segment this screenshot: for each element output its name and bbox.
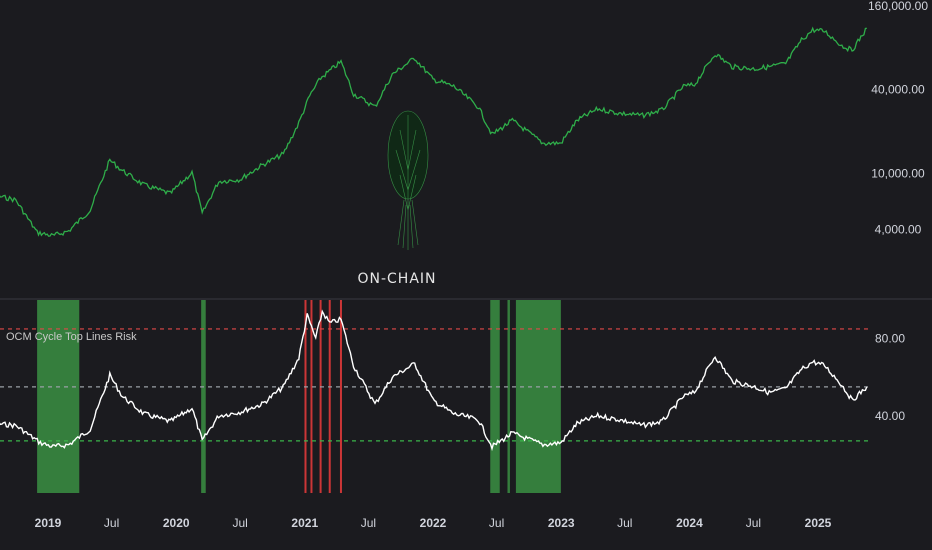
time-axis: 2019 Jul 2020 Jul 2021 Jul 2022 Jul 2023 Jul 2024 J… bbox=[35, 516, 832, 530]
high-risk-mark bbox=[319, 300, 322, 493]
price-tick-label: 160,000.00 bbox=[868, 0, 928, 13]
low-risk-zone bbox=[507, 300, 510, 493]
low-risk-zone bbox=[490, 300, 500, 493]
price-line bbox=[0, 26, 867, 237]
indicator-title: OCM Cycle Top Lines Risk bbox=[6, 331, 137, 343]
high-risk-mark bbox=[310, 300, 313, 493]
risk-axis: 80.00 40.00 bbox=[875, 332, 905, 423]
on-chain-watermark: ON-CHAIN bbox=[357, 110, 436, 287]
risk-tick-label: 80.00 bbox=[875, 332, 905, 346]
time-tick-label: 2023 bbox=[548, 516, 575, 530]
time-tick-label: Jul bbox=[361, 516, 376, 530]
price-series bbox=[0, 26, 867, 237]
high-risk-mark bbox=[304, 300, 307, 493]
risk-threshold-lines bbox=[0, 328, 872, 442]
time-tick-label: Jul bbox=[617, 516, 632, 530]
low-risk-zone bbox=[37, 300, 80, 493]
low-risk-zone bbox=[515, 300, 561, 493]
risk-tick-label: 40.00 bbox=[875, 409, 905, 423]
watermark-text: ON-CHAIN bbox=[357, 271, 436, 287]
high-risk-mark bbox=[339, 300, 342, 493]
price-tick-label: 10,000.00 bbox=[871, 167, 925, 181]
risk-series bbox=[0, 309, 868, 452]
price-axis: 160,000.00 40,000.00 10,000.00 4,000.00 bbox=[868, 0, 928, 236]
time-tick-label: 2021 bbox=[291, 516, 318, 530]
low-risk-zone bbox=[201, 300, 206, 493]
time-tick-label: Jul bbox=[232, 516, 247, 530]
high-risk-mark bbox=[328, 300, 331, 493]
time-tick-label: 2019 bbox=[35, 516, 62, 530]
time-tick-label: 2020 bbox=[163, 516, 190, 530]
tree-icon bbox=[387, 110, 429, 250]
time-tick-label: 2022 bbox=[420, 516, 447, 530]
time-tick-label: 2024 bbox=[676, 516, 703, 530]
time-tick-label: Jul bbox=[104, 516, 119, 530]
price-tick-label: 4,000.00 bbox=[875, 222, 922, 236]
risk-line bbox=[0, 309, 868, 452]
high-risk-marks bbox=[304, 300, 342, 493]
time-tick-label: 2025 bbox=[805, 516, 832, 530]
time-tick-label: Jul bbox=[489, 516, 504, 530]
price-tick-label: 40,000.00 bbox=[871, 82, 925, 96]
risk-zones bbox=[37, 300, 561, 493]
time-tick-label: Jul bbox=[746, 516, 761, 530]
